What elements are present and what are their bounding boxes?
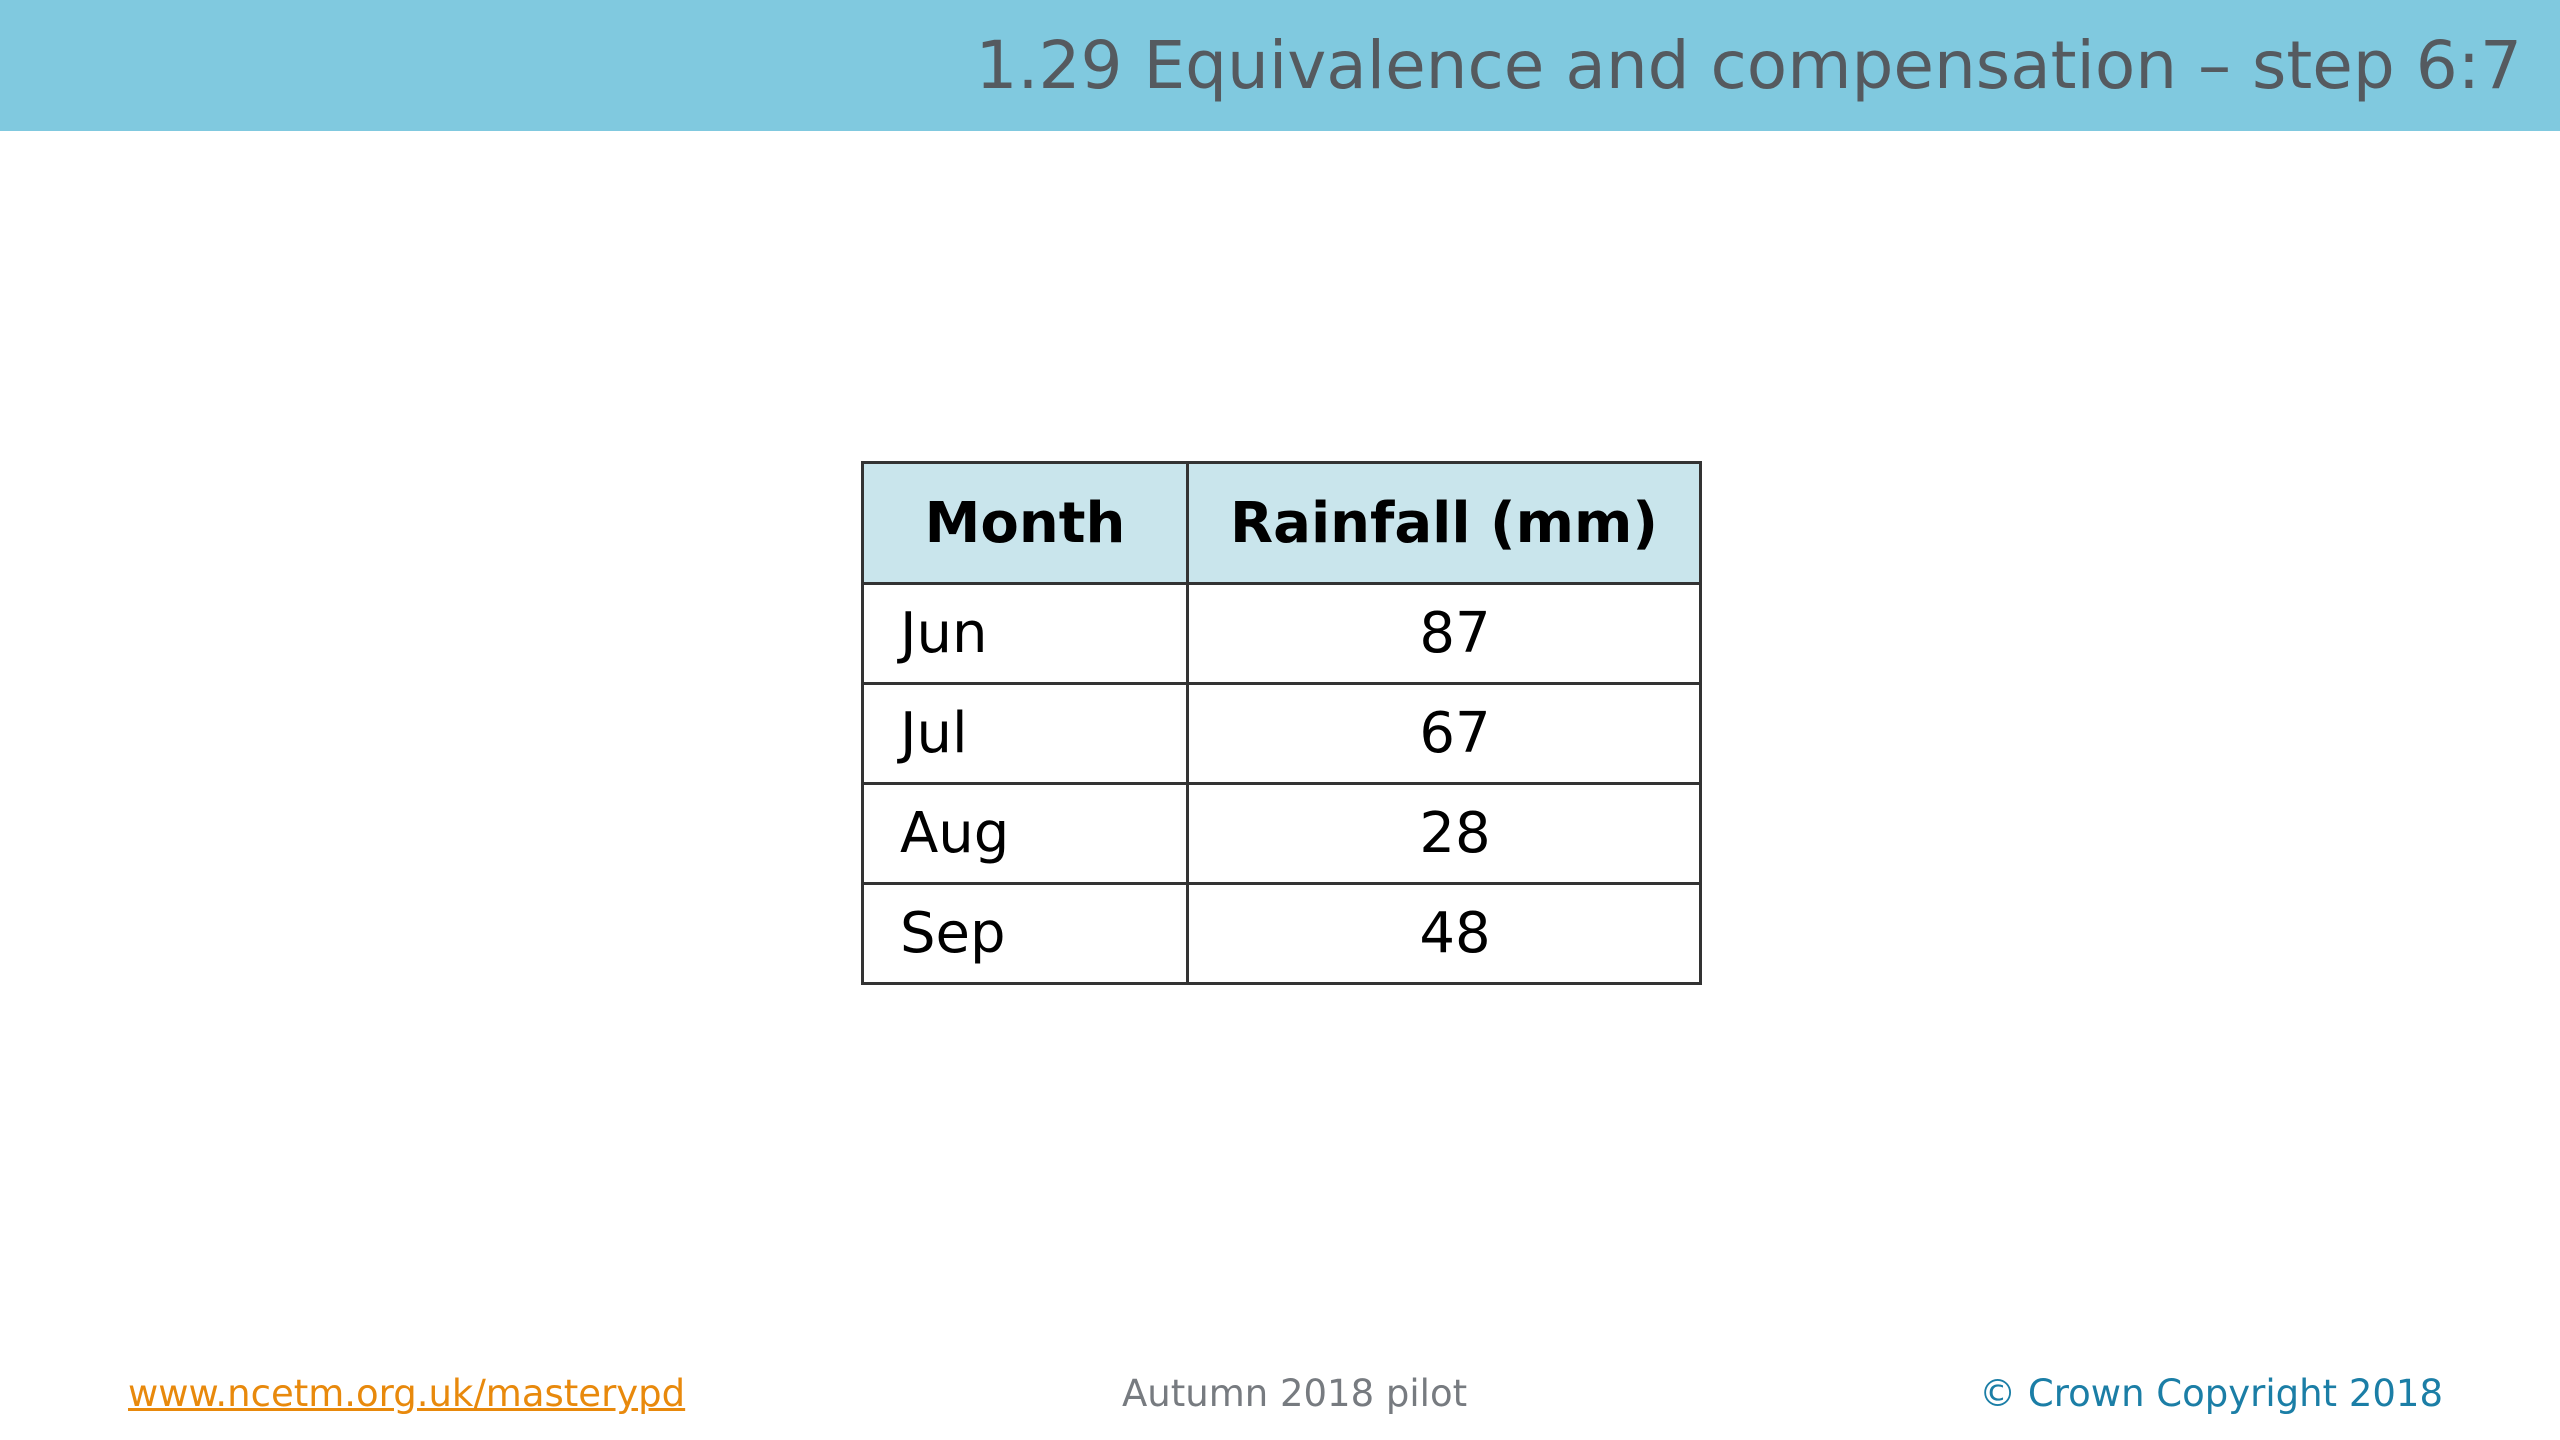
table-row: Aug 28 xyxy=(861,782,1702,885)
header-bar: 1.29 Equivalence and compensation – step… xyxy=(0,0,2560,131)
rainfall-cell: 28 xyxy=(1186,782,1702,885)
slide-title: 1.29 Equivalence and compensation – step… xyxy=(975,27,2522,104)
table-row: Sep 48 xyxy=(861,882,1702,985)
rainfall-cell: 67 xyxy=(1186,682,1702,785)
footer-website-link[interactable]: www.ncetm.org.uk/masterypd xyxy=(128,1372,686,1415)
month-cell: Aug xyxy=(861,782,1189,885)
month-cell: Jun xyxy=(861,582,1189,685)
rainfall-table-container: Month Rainfall (mm) Jun 87 Jul 67 Aug 28 xyxy=(861,461,1702,985)
rainfall-table: Month Rainfall (mm) Jun 87 Jul 67 Aug 28 xyxy=(861,461,1702,985)
month-cell: Jul xyxy=(861,682,1189,785)
table-row: Jul 67 xyxy=(861,682,1702,785)
column-header-month: Month xyxy=(861,461,1189,585)
table-row: Jun 87 xyxy=(861,582,1702,685)
footer-copyright: © Crown Copyright 2018 xyxy=(1979,1372,2443,1415)
footer-pilot-label: Autumn 2018 pilot xyxy=(1122,1372,1468,1415)
rainfall-cell: 87 xyxy=(1186,582,1702,685)
table-header-row: Month Rainfall (mm) xyxy=(861,461,1702,585)
month-cell: Sep xyxy=(861,882,1189,985)
rainfall-cell: 48 xyxy=(1186,882,1702,985)
column-header-rainfall: Rainfall (mm) xyxy=(1186,461,1702,585)
